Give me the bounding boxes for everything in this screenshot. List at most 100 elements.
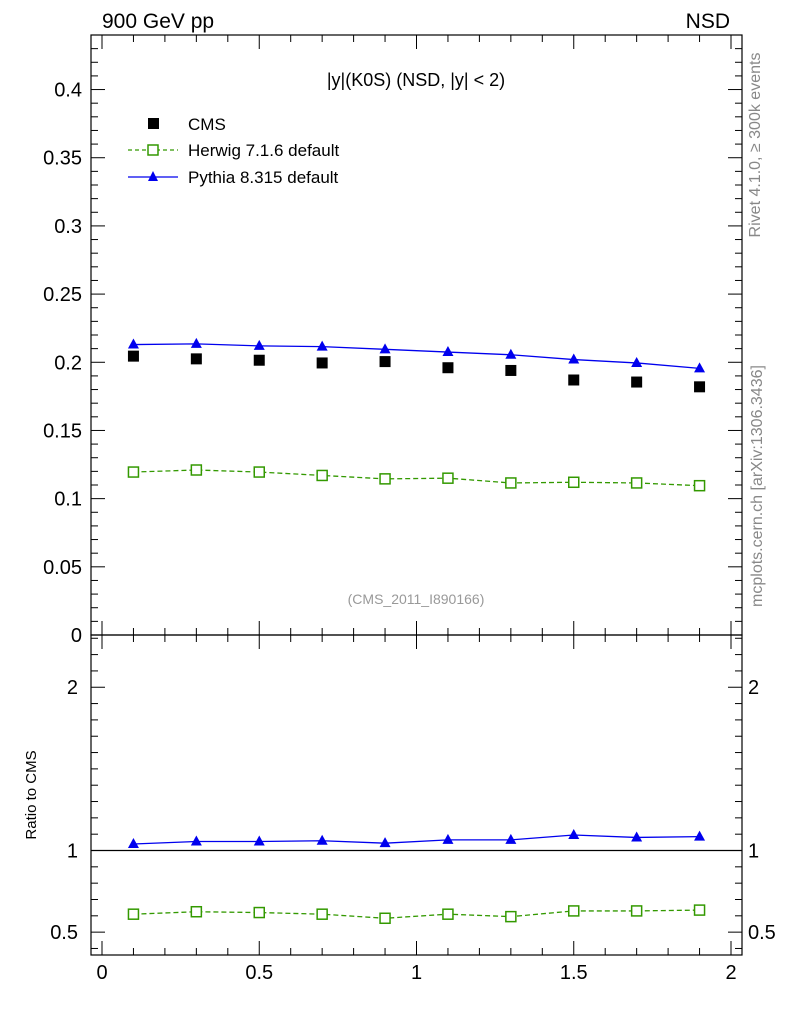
data-point-cms [379,356,391,368]
ratio-point-herwig [442,908,454,920]
ratio-point-herwig [316,908,328,920]
header-energy-label: 900 GeV pp [102,10,214,33]
legend-label-herwig: Herwig 7.1.6 default [188,141,339,160]
ratio-x-tick-label: 0.5 [245,962,273,984]
ratio-series [127,829,706,925]
legend-marker-pythia [148,171,158,181]
ratio-y-tick-label-right: 2 [748,677,759,699]
legend-marker-herwig [147,144,159,156]
ratio-y-tick-labels: 0.5 0.5 1 1 2 2 [50,677,776,944]
data-point-cms [568,374,580,386]
ratio-point-pythia [316,834,328,845]
mcplots-reference-label: mcplots.cern.ch [arXiv:1306.3436] [749,365,766,607]
data-point-pythia [631,356,643,367]
ratio-point-herwig [127,908,140,920]
ratio-y-tick-label-right: 1 [748,841,759,863]
data-point-herwig [505,477,517,489]
ratio-x-tick-label: 2 [725,962,736,984]
data-point-pythia [694,362,706,373]
ratio-y-tick-label: 0.5 [50,922,78,944]
data-point-cms [442,362,454,374]
data-point-herwig [127,466,140,478]
analysis-watermark: (CMS_2011_I890166) [348,591,485,607]
ratio-point-pythia [127,837,139,848]
legend-entry-cms: CMS [148,115,226,134]
data-point-herwig [253,466,265,478]
ratio-point-pythia [505,833,517,844]
ratio-x-tick-label: 1 [411,962,422,984]
main-chart-title: |y|(K0S) (NSD, |y| < 2) [327,70,505,90]
header-process-label: NSD [686,10,730,33]
main-y-tick-label: 0 [71,625,82,647]
data-point-herwig [568,476,580,489]
ratio-x-tick-label: 1.5 [560,962,588,984]
main-y-tick-label: 0.25 [43,284,82,306]
main-y-tick-label: 0.4 [54,80,82,102]
legend-label-pythia: Pythia 8.315 default [188,168,339,187]
main-y-tick-label: 0.15 [43,420,82,442]
ratio-line-herwig [133,909,700,919]
data-point-herwig [693,479,706,492]
ratio-point-herwig [379,912,391,925]
main-y-tick-label: 0.2 [54,352,82,374]
ratio-point-pythia [379,837,391,848]
legend-entry-herwig: Herwig 7.1.6 default [128,141,339,160]
ratio-point-herwig [568,905,580,917]
series-line-pythia [133,343,700,370]
data-point-cms [694,381,706,393]
data-point-pythia [316,340,328,351]
legend-marker-cms [148,118,159,129]
data-point-herwig [316,469,328,482]
data-point-cms [316,357,328,369]
data-point-pythia [442,346,454,357]
main-series [127,337,706,492]
data-point-cms [253,354,265,366]
data-point-pythia [379,343,391,354]
data-point-herwig [379,473,391,485]
ratio-point-herwig [693,904,706,916]
main-y-tick-label: 0.3 [54,216,82,238]
ratio-y-tick-label: 1 [67,841,78,863]
data-point-cms [631,376,643,388]
ratio-point-pythia [190,835,202,846]
data-point-cms [127,350,139,362]
main-y-tick-label: 0.35 [43,148,82,170]
data-point-pythia [127,338,139,349]
ratio-panel: 0.5 0.5 1 1 2 2 0 0.5 1 1.5 2 Ratio to CMS [23,634,776,984]
ratio-point-pythia [568,829,580,839]
series-line-herwig [133,469,700,487]
main-y-tick-label: 0.05 [43,557,82,579]
ratio-point-pythia [631,831,643,842]
legend-entry-pythia: Pythia 8.315 default [128,168,339,187]
data-point-cms [505,364,517,376]
ratio-point-pythia [694,830,706,841]
data-point-pythia [253,339,265,350]
ratio-x-tick-labels: 0 0.5 1 1.5 2 [96,962,736,984]
data-point-herwig [630,477,643,489]
ratio-x-tick-label: 0 [96,962,107,984]
ratio-line-pythia [133,834,700,845]
ratio-point-pythia [442,833,454,844]
data-point-pythia [505,348,517,359]
data-point-pythia [190,337,202,348]
ratio-y-tick-label: 2 [67,677,78,699]
rivet-version-label: Rivet 4.1.0, ≥ 300k events [747,53,764,238]
ratio-point-herwig [253,906,265,919]
ratio-point-herwig [630,905,643,917]
ratio-y-tick-label-right: 0.5 [748,922,776,944]
main-y-tick-label: 0.1 [54,489,82,511]
ratio-point-herwig [505,910,517,923]
data-point-cms [190,353,202,365]
data-point-herwig [190,464,203,476]
ratio-point-herwig [190,905,203,918]
ratio-point-pythia [253,835,265,846]
legend-label-cms: CMS [188,115,226,134]
ratio-frame [90,634,743,956]
main-y-tick-labels: 0 0.05 0.1 0.15 0.2 0.25 0.3 0.35 0.4 [43,80,82,647]
data-point-herwig [442,472,454,484]
ratio-y-axis-label: Ratio to CMS [23,750,40,839]
ratio-axis-ticks [91,635,742,955]
legend: CMS Herwig 7.1.6 default Pythia 8.315 de… [128,115,339,187]
main-axis-ticks [91,34,742,636]
